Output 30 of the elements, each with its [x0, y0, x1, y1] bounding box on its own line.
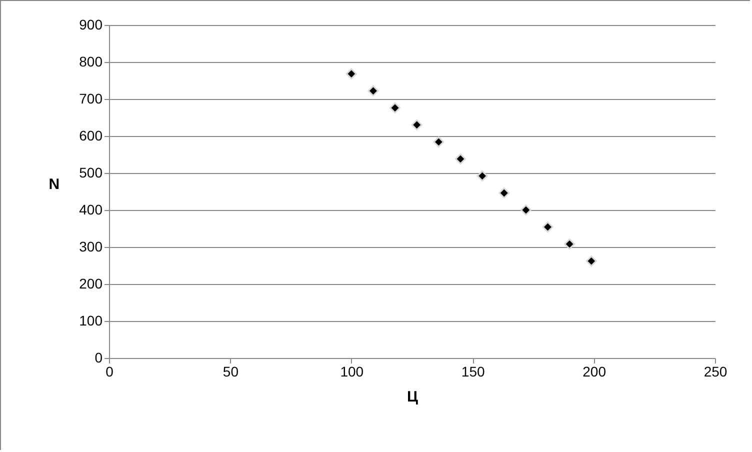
- point: [346, 68, 357, 80]
- x-axis-title: Ц: [407, 388, 418, 406]
- y-tick-label: 0: [94, 350, 103, 366]
- point: [454, 153, 466, 164]
- y-axis-title: N: [48, 176, 60, 193]
- y-tick-label: 400: [79, 202, 103, 218]
- y-tick-label: 500: [79, 164, 103, 180]
- x-tick-label: 100: [340, 364, 364, 380]
- point: [390, 102, 401, 114]
- point: [368, 85, 379, 96]
- y-tick-label: 900: [79, 16, 103, 32]
- y-tick-label: 200: [79, 276, 103, 292]
- point: [476, 170, 488, 182]
- x-tick-label: 150: [461, 364, 485, 380]
- x-tick-label: 0: [106, 364, 114, 380]
- x-tick-label: 250: [704, 364, 728, 380]
- x-tick-label: 200: [582, 364, 606, 380]
- y-tick-label: 600: [79, 128, 103, 144]
- point: [586, 256, 597, 267]
- y-tick-label: 700: [79, 90, 103, 106]
- y-tick-label: 300: [79, 238, 103, 254]
- point: [542, 222, 554, 233]
- point: [498, 187, 510, 198]
- y-tick-label: 800: [79, 54, 103, 70]
- x-tick-label: 50: [222, 364, 239, 380]
- point: [433, 136, 444, 148]
- point: [564, 238, 576, 250]
- y-tick-label: 100: [79, 312, 103, 328]
- point: [520, 204, 532, 216]
- point: [411, 119, 422, 130]
